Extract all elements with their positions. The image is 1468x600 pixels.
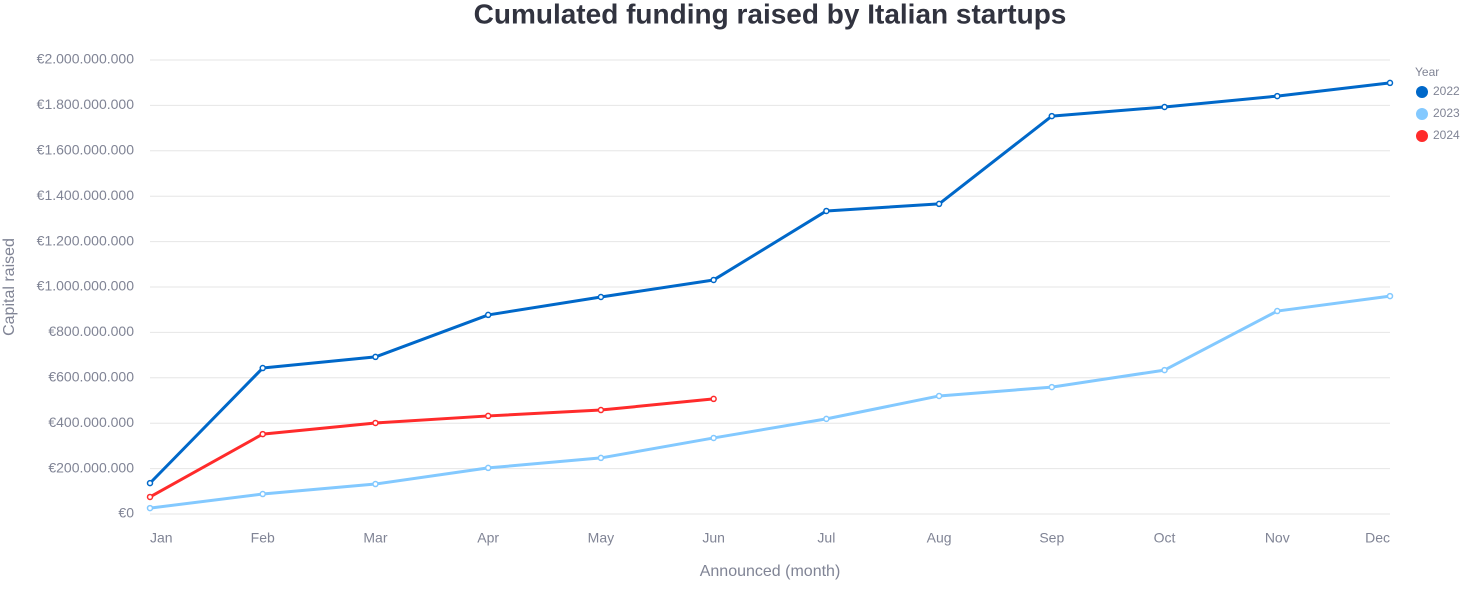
y-tick-label: €800.000.000 xyxy=(48,323,134,339)
y-tick-label: €1.600.000.000 xyxy=(37,142,135,158)
point xyxy=(1161,103,1168,111)
y-tick-label: €1.400.000.000 xyxy=(37,187,135,203)
point xyxy=(146,493,154,501)
point xyxy=(484,412,492,420)
x-tick-label: Jul xyxy=(817,530,835,546)
point xyxy=(1161,366,1168,374)
legend-label: 2023 xyxy=(1433,106,1460,120)
legend-swatch xyxy=(1416,130,1428,142)
point xyxy=(146,479,154,487)
point xyxy=(823,207,830,215)
point xyxy=(484,311,492,319)
legend-label: 2022 xyxy=(1433,84,1460,98)
y-tick-label: €200.000.000 xyxy=(48,459,134,475)
point xyxy=(1048,112,1056,120)
point xyxy=(1048,383,1056,391)
x-axis-title: Announced (month) xyxy=(700,563,841,580)
legend-label: 2024 xyxy=(1433,128,1460,142)
x-tick-label: Nov xyxy=(1265,530,1290,546)
point xyxy=(597,454,605,462)
point xyxy=(1274,307,1281,315)
point xyxy=(259,364,266,372)
x-tick-label: Oct xyxy=(1154,530,1176,546)
y-tick-label: €400.000.000 xyxy=(48,414,134,430)
y-tick-label: €1.800.000.000 xyxy=(37,96,135,112)
point xyxy=(372,353,379,361)
legend-swatch xyxy=(1416,108,1428,120)
point xyxy=(372,419,379,427)
point xyxy=(710,276,717,284)
x-tick-label: Mar xyxy=(363,530,387,546)
point xyxy=(935,392,943,400)
x-tick-label: Feb xyxy=(251,530,275,546)
point xyxy=(372,480,379,488)
point xyxy=(259,490,266,498)
y-axis-title: Capital raised xyxy=(1,238,18,336)
y-tick-label: €0 xyxy=(118,505,134,521)
x-tick-label: Aug xyxy=(927,530,952,546)
x-tick-label: Apr xyxy=(477,530,499,546)
y-tick-label: €1.000.000.000 xyxy=(37,278,135,294)
point xyxy=(1386,79,1394,87)
point xyxy=(597,406,605,414)
x-tick-label: May xyxy=(588,530,614,546)
chart-title: Cumulated funding raised by Italian star… xyxy=(474,0,1067,29)
x-tick-label: Jun xyxy=(702,530,725,546)
legend-title: Year xyxy=(1415,65,1439,79)
point xyxy=(1386,292,1394,300)
x-tick-label: Sep xyxy=(1039,530,1064,546)
point xyxy=(146,504,154,512)
series-line xyxy=(149,294,1391,510)
point xyxy=(484,464,492,472)
point xyxy=(710,395,717,403)
point xyxy=(823,415,830,423)
point xyxy=(1274,92,1281,100)
series-line xyxy=(148,81,1391,485)
x-tick-label: Jan xyxy=(150,530,173,546)
point xyxy=(597,293,605,301)
y-tick-label: €1.200.000.000 xyxy=(37,232,135,248)
point xyxy=(259,430,266,438)
legend-swatch xyxy=(1416,86,1428,98)
point xyxy=(710,434,717,442)
y-tick-label: €2.000.000.000 xyxy=(37,51,135,67)
y-tick-label: €600.000.000 xyxy=(48,369,134,385)
series-line xyxy=(149,397,714,499)
point xyxy=(935,200,943,208)
x-tick-label: Dec xyxy=(1365,530,1390,546)
